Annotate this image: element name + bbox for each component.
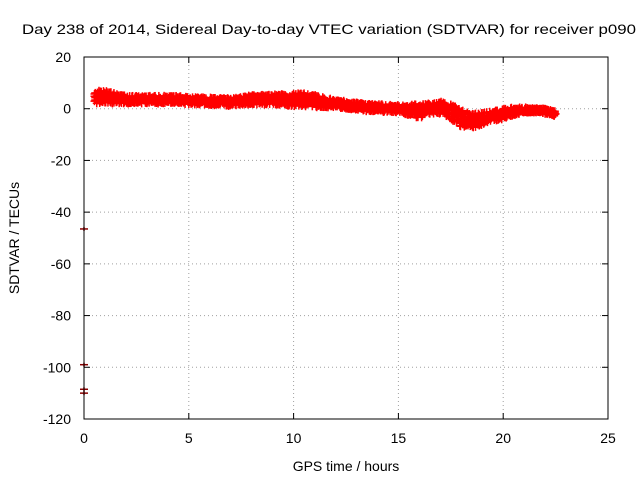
y-tick-label: -60 bbox=[51, 256, 71, 272]
y-tick-label: -20 bbox=[51, 152, 71, 168]
x-tick-label: 20 bbox=[495, 430, 511, 446]
x-axis-title: GPS time / hours bbox=[293, 458, 400, 474]
y-tick-label: 20 bbox=[55, 49, 71, 65]
y-tick-label: -40 bbox=[51, 204, 71, 220]
y-tick-label: -80 bbox=[51, 308, 71, 324]
data-point bbox=[551, 109, 560, 118]
y-tick-label: 0 bbox=[63, 101, 71, 117]
chart-title: Day 238 of 2014, Sidereal Day-to-day VTE… bbox=[22, 21, 636, 37]
ticks-layer: 0 5 10 15 20 25 -120 -100 -80 -60 -40 -20 0 20 bbox=[43, 49, 616, 446]
x-tick-label: 0 bbox=[80, 430, 88, 446]
x-tick-label: 15 bbox=[391, 430, 407, 446]
x-tick-label: 5 bbox=[185, 430, 193, 446]
plot-frame bbox=[83, 56, 609, 420]
x-tick-label: 25 bbox=[600, 430, 616, 446]
y-tick-label: -120 bbox=[43, 411, 71, 427]
data-points-layer bbox=[80, 86, 560, 396]
y-axis-title: SDTVAR / TECUs bbox=[6, 182, 22, 294]
y-tick-label: -100 bbox=[43, 359, 71, 375]
x-tick-label: 10 bbox=[286, 430, 302, 446]
